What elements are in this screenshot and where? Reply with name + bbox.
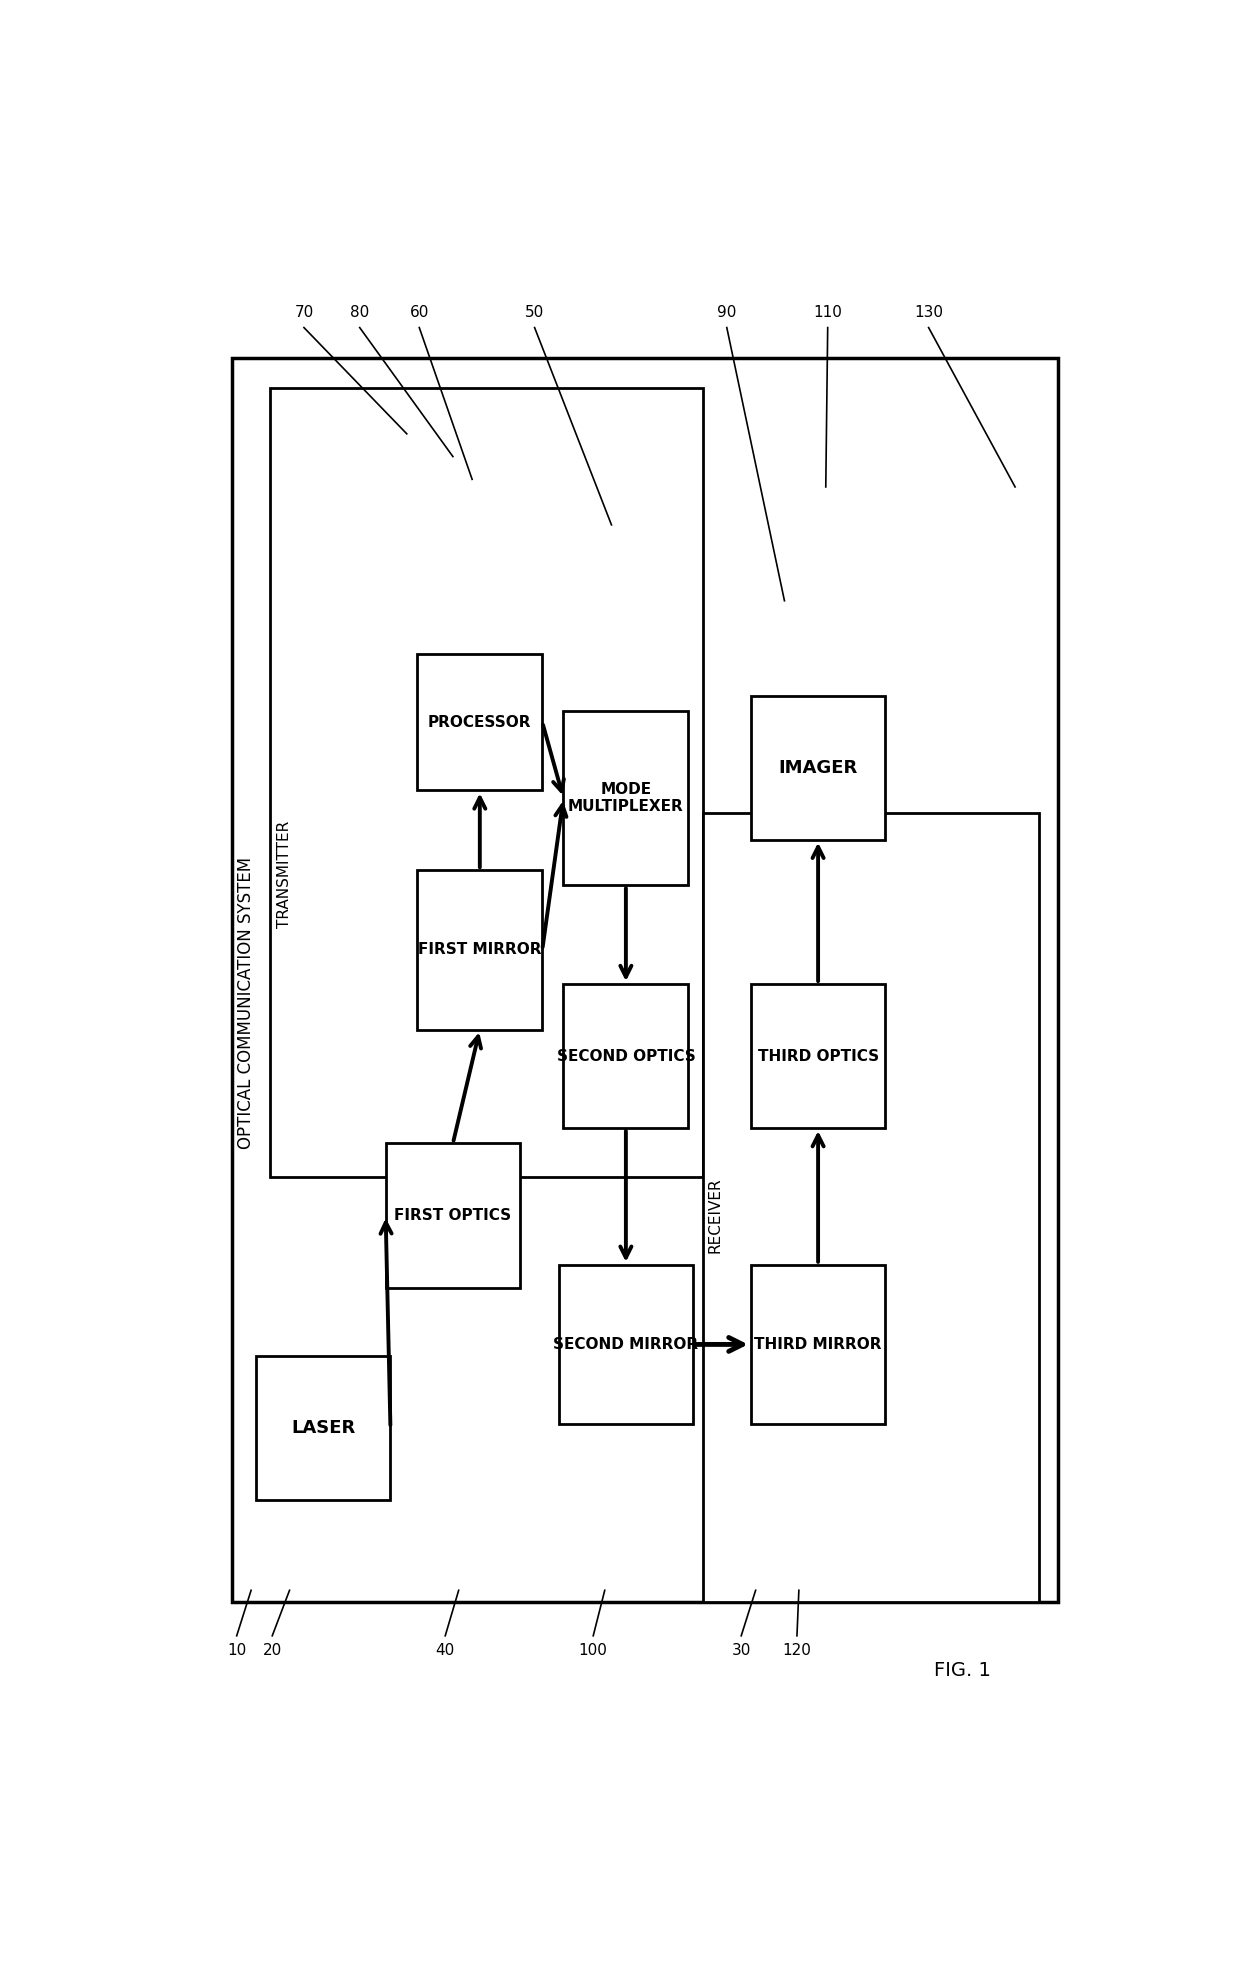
Text: 120: 120 — [782, 1644, 811, 1658]
Text: IMAGER: IMAGER — [779, 759, 858, 777]
Text: FIRST MIRROR: FIRST MIRROR — [418, 942, 542, 958]
Bar — [750, 1265, 885, 1425]
Bar — [255, 1356, 391, 1500]
Bar — [418, 869, 542, 1029]
Text: 60: 60 — [409, 306, 429, 319]
Text: TRANSMITTER: TRANSMITTER — [278, 820, 293, 928]
Bar — [418, 654, 542, 790]
Text: 40: 40 — [435, 1644, 455, 1658]
Text: THIRD OPTICS: THIRD OPTICS — [758, 1049, 879, 1064]
Text: 10: 10 — [227, 1644, 247, 1658]
Bar — [703, 814, 1039, 1602]
Text: MODE
MULTIPLEXER: MODE MULTIPLEXER — [568, 782, 683, 814]
Bar — [386, 1143, 521, 1287]
Text: PROCESSOR: PROCESSOR — [428, 715, 532, 729]
Text: SECOND MIRROR: SECOND MIRROR — [553, 1336, 698, 1352]
Bar — [750, 984, 885, 1127]
Text: FIRST OPTICS: FIRST OPTICS — [394, 1208, 511, 1222]
Bar — [558, 1265, 693, 1425]
Text: RECEIVER: RECEIVER — [708, 1177, 723, 1254]
Text: LASER: LASER — [291, 1419, 356, 1437]
Text: THIRD MIRROR: THIRD MIRROR — [754, 1336, 882, 1352]
Bar — [750, 696, 885, 840]
Text: 130: 130 — [914, 306, 944, 319]
Text: 30: 30 — [732, 1644, 751, 1658]
Text: FIG. 1: FIG. 1 — [934, 1662, 991, 1679]
Bar — [232, 359, 1059, 1602]
Text: OPTICAL COMMUNICATION SYSTEM: OPTICAL COMMUNICATION SYSTEM — [237, 857, 255, 1149]
Text: 20: 20 — [263, 1644, 281, 1658]
Bar — [563, 712, 688, 885]
Text: 100: 100 — [579, 1644, 608, 1658]
Text: 50: 50 — [525, 306, 544, 319]
Text: 70: 70 — [294, 306, 314, 319]
Text: 80: 80 — [350, 306, 370, 319]
Bar — [563, 984, 688, 1127]
Text: 90: 90 — [717, 306, 737, 319]
Bar — [270, 388, 703, 1177]
Text: 110: 110 — [813, 306, 842, 319]
Text: SECOND OPTICS: SECOND OPTICS — [557, 1049, 696, 1064]
